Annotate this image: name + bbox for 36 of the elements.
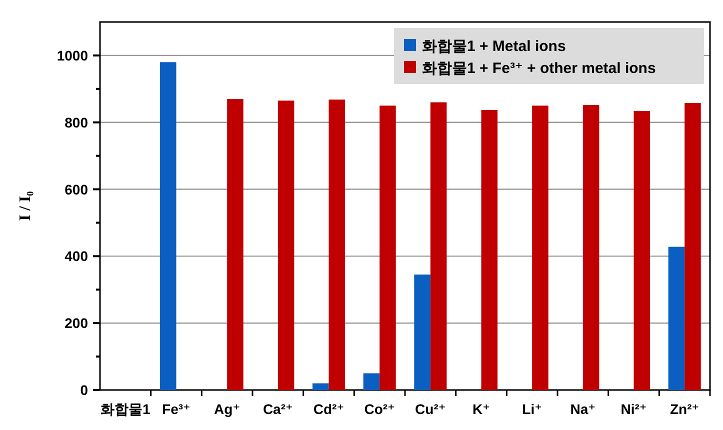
legend-label: 화합물1 + Metal ions (422, 38, 566, 55)
x-tick-label: Ca²⁺ (262, 401, 293, 417)
bar (328, 100, 346, 390)
legend-label: 화합물1 + Fe³⁺ + other metal ions (422, 60, 656, 77)
bar (430, 102, 447, 390)
bar (684, 102, 701, 390)
y-tick-label: 1000 (56, 47, 88, 64)
x-tick-label: Cd²⁺ (313, 401, 344, 417)
y-tick-label: 600 (64, 181, 88, 198)
x-tick-label: Ni²⁺ (620, 401, 647, 417)
bar (582, 104, 600, 390)
bar (414, 274, 430, 390)
bar (668, 246, 685, 390)
bar (380, 106, 396, 390)
bar (532, 106, 548, 390)
x-tick-label: Zn²⁺ (670, 401, 700, 417)
bar (634, 110, 650, 390)
x-tick-label: Co²⁺ (364, 401, 395, 417)
x-tick-label: K⁺ (472, 401, 490, 417)
x-tick-label: Cu²⁺ (415, 401, 446, 417)
bar (278, 100, 294, 390)
x-tick-label: Na⁺ (570, 401, 596, 417)
x-tick-label: Ag⁺ (214, 401, 240, 417)
x-tick-label: Fe³⁺ (162, 401, 190, 417)
bar (160, 62, 176, 390)
x-tick-label: Li⁺ (522, 401, 542, 417)
bar (481, 110, 498, 390)
y-tick-label: 400 (64, 248, 88, 264)
y-tick-label: 200 (64, 315, 88, 332)
bar (227, 98, 244, 390)
y-tick-label: 0 (80, 382, 88, 398)
y-axis-title: I / I₀ (17, 190, 34, 221)
y-tick-label: 800 (64, 114, 88, 130)
x-tick-label: 화합물1 (100, 401, 151, 417)
bar (363, 373, 380, 390)
bar (312, 383, 329, 390)
